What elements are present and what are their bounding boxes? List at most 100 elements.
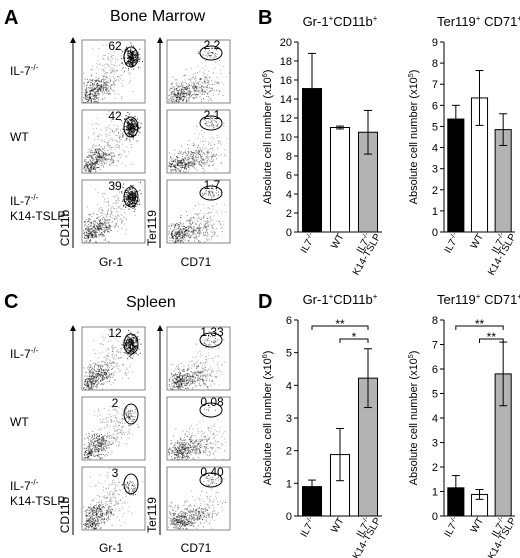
row-label-tslp-c: IL-7-/- [10,478,39,493]
panel-letter-a: A [4,7,18,29]
y-tick-label: 14 [280,94,292,106]
category-label: IL7-/-​ [442,231,463,255]
gate-percentage: 39 [108,179,122,193]
significance-label: ** [475,317,485,331]
row-label-il7-c: IL-7-/- [10,346,39,361]
bm-ter119-cd71-plot: 2.1 [166,108,231,174]
y-tick-label: 0 [286,511,292,523]
y-tick-label: 2 [432,185,438,197]
gate-percentage: 12 [108,326,122,340]
y-tick-label: 0 [432,227,438,239]
bar-chart-d-ter119-cd71: Ter119+​ CD71+​ Absolute cell number (x10… [408,292,520,558]
y-tick-label: 4 [286,380,292,392]
y-tick-label: 7 [432,79,438,91]
gate-percentage: 2 [112,396,119,410]
y-tick-label: 4 [432,143,438,155]
bm-ter119-cd71-plot: 1.7 [166,178,231,244]
y-tick-label: 2 [286,446,292,458]
y-tick-label: 9 [432,37,438,49]
spleen-gr1-cd11b-plot: 12 [81,326,146,391]
bar [329,127,351,233]
y-tick-label: 7 [432,340,438,352]
cd71-axis-label-a: CD71 [181,255,212,269]
bm-ter119-cd71-plot: 2.2 [166,38,231,104]
spleen-ter119-cd71-plot: 1.33 [166,325,231,391]
y-tick-label: 18 [280,56,292,68]
significance-bracket: * [339,330,369,344]
bar-chart-b-ter119-cd71: Ter119+​ CD71+​ Absolute cell number (x10… [408,14,520,277]
y-tick-label: 5 [432,389,438,401]
gate-percentage: 3 [112,466,119,480]
y-tick-label: 8 [432,58,438,70]
bar-chart-b-gr1-cd11b: Gr-1+​CD11b+​ Absolute cell number (x106)… [262,14,384,277]
row-label-tslp-line2-a: K14-TSLP [10,209,65,223]
y-tick-label: 1 [432,206,438,218]
ter119-axis-label-c: Ter119 [145,497,159,533]
spleen-title: Spleen [126,294,176,311]
y-tick-label: 2 [432,462,438,474]
y-axis-label: Absolute cell number (x106) [262,351,274,486]
y-tick-label: 3 [432,438,438,450]
y-tick-label: 12 [280,113,292,125]
y-tick-label: 3 [432,164,438,176]
gate-percentage: 0.08 [200,395,224,409]
category-label: WT [469,232,486,251]
y-tick-label: 5 [432,121,438,133]
gate-percentage: 1.33 [200,325,224,339]
row-label-wt-c: WT [10,415,29,429]
gr1-axis-label-a: Gr-1 [99,255,123,269]
significance-label: ** [487,330,497,344]
spleen-gr1-cd11b-plot: 3 [81,466,146,531]
y-tick-label: 6 [286,315,292,327]
significance-label: * [352,330,357,344]
spleen-ter119-cd71-plot: 0.40 [166,465,231,531]
y-tick-label: 10 [280,132,292,144]
y-tick-label: 3 [286,413,292,425]
cd11b-axis-label-c: CD11b [58,496,72,533]
category-label: IL7-/-​ [442,515,463,539]
bm-gr1-cd11b-plot: 62 [81,39,146,104]
panel-letter-c: C [4,291,18,313]
y-tick-label: 8 [432,315,438,327]
ter119-axis-label-a: Ter119 [145,210,159,246]
panel-letter-d: D [258,291,272,313]
row-label-wt-a: WT [10,130,29,144]
cd71-axis-label-c: CD71 [181,541,212,555]
gate-percentage: 42 [108,109,122,123]
category-label: WT [329,232,346,251]
significance-bracket: ** [455,317,504,331]
panel-letter-b: B [258,7,272,29]
chart-title: Gr-1+​CD11b+​ [303,292,378,307]
category-label: WT [469,516,486,535]
y-tick-label: 6 [432,364,438,376]
y-tick-label: 6 [286,170,292,182]
row-label-il7-a: IL-7-/- [10,63,39,78]
row-label-tslp-line2-c: K14-TSLP [10,494,65,508]
bm-gr1-cd11b-plot: 42 [81,109,146,174]
chart-title: Ter119+​ CD71+​ [437,14,520,29]
y-tick-label: 8 [286,151,292,163]
spleen-ter119-cd71-plot: 0.08 [166,395,231,461]
y-tick-label: 4 [432,413,438,425]
chart-title: Ter119+​ CD71+​ [437,292,520,307]
significance-bracket: ** [479,330,504,344]
gate-percentage: 62 [108,39,122,53]
gate-percentage: 2.1 [204,108,221,122]
category-label: WT [329,516,346,535]
gate-percentage: 2.2 [204,38,221,52]
y-tick-label: 1 [432,487,438,499]
gate-percentage: 0.40 [200,465,224,479]
y-axis-label: Absolute cell number (x106) [262,70,274,205]
y-tick-label: 6 [432,100,438,112]
category-label: IL7-/-​ [298,231,319,255]
y-tick-label: 16 [280,75,292,87]
bar-chart-d-gr1-cd11b: Gr-1+​CD11b+​ Absolute cell number (x106)… [262,292,384,558]
y-tick-label: 1 [286,478,292,490]
cd11b-axis-label-a: CD11b [58,209,72,246]
gate-percentage: 1.7 [204,178,221,192]
y-tick-label: 0 [432,511,438,523]
significance-label: ** [335,317,345,331]
y-tick-label: 5 [286,348,292,360]
bar [447,118,465,233]
